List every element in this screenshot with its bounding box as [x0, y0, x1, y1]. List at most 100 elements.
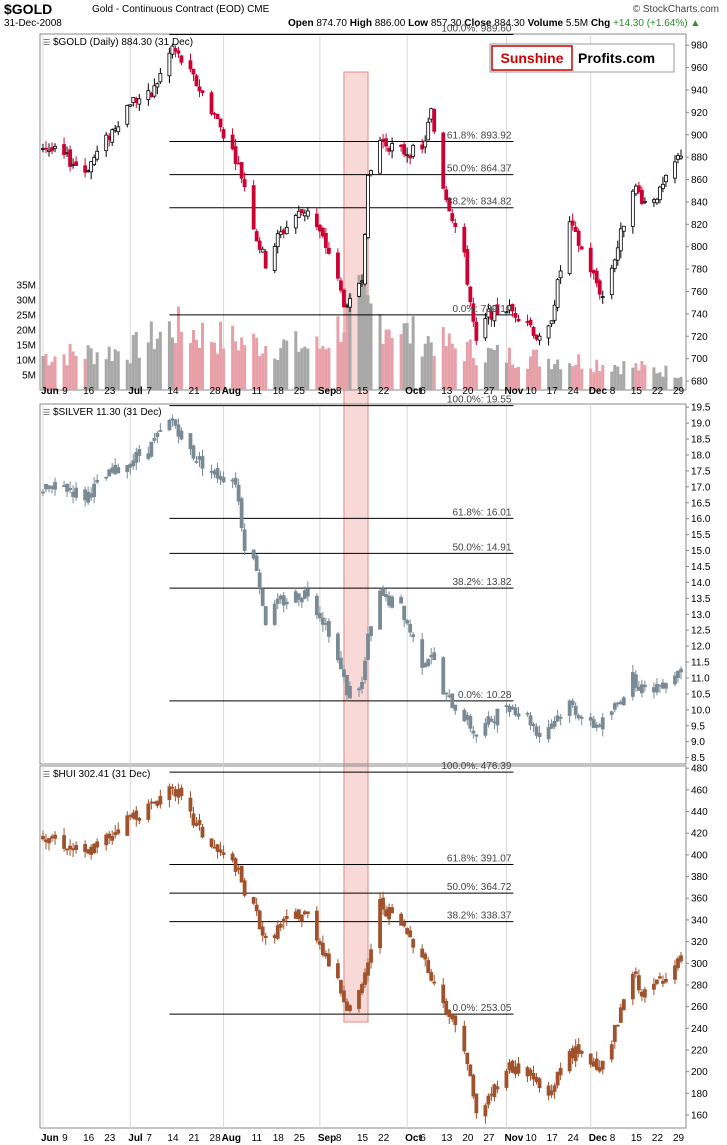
candle-body [191, 445, 196, 459]
background-layer [39, 33, 689, 1129]
legend-icon: ☰ [43, 770, 50, 779]
volume-bar [526, 368, 530, 390]
candle-body [326, 621, 331, 637]
symbol-description: Gold - Continuous Contract (EOD) CME [92, 4, 269, 16]
candle-body [320, 617, 325, 625]
candle-body [384, 594, 388, 598]
candle-body [125, 465, 130, 473]
candle-body [655, 979, 659, 984]
chart-header: $GOLD Gold - Continuous Contract (EOD) C… [0, 0, 727, 34]
volume-bar [86, 345, 90, 390]
y-tick-label: 380 [691, 872, 708, 883]
candle-body [212, 846, 217, 849]
candle-body [381, 138, 385, 142]
y-tick-label: 420 [691, 829, 708, 840]
volume-bar [273, 358, 277, 390]
volume-bar [155, 338, 159, 390]
candle-body [71, 848, 75, 851]
candle-body [86, 170, 91, 173]
volume-bar [507, 347, 511, 390]
candle-body [594, 724, 599, 728]
volume-bar [252, 333, 256, 390]
volume-bar [131, 335, 135, 390]
candle-body [113, 832, 118, 836]
volume-bar [643, 364, 647, 390]
volume-bar [462, 361, 466, 390]
volume-bar [321, 346, 325, 390]
candle-body [408, 155, 413, 159]
candle-body [89, 161, 94, 173]
fib-level-label: 61.8%: 893.92 [447, 131, 512, 142]
volume-bar [125, 359, 129, 390]
candle-body [630, 672, 635, 697]
candle-body [378, 590, 382, 630]
candle-body [323, 953, 328, 957]
volume-bar [303, 346, 307, 390]
y-tick-label: 880 [691, 153, 708, 164]
volume-tick-label: 35M [17, 281, 36, 292]
x-tick-label: 15 [631, 1133, 643, 1144]
volume-bar [348, 294, 352, 390]
candle-body [618, 701, 623, 705]
candle-body [131, 812, 136, 819]
volume-bar [516, 366, 520, 390]
candle-body [194, 822, 199, 826]
candle-body [113, 464, 118, 475]
candle-body [411, 938, 416, 948]
volume-bar [188, 342, 192, 390]
x-tick-label: 15 [357, 386, 369, 397]
candle-body [281, 229, 286, 234]
x-tick-label: Jul [128, 386, 143, 397]
x-tick-label: 28 [210, 386, 222, 397]
candle-body [402, 921, 407, 927]
x-tick-label: 8 [336, 1133, 342, 1144]
panel-frame [39, 403, 687, 765]
y-tick-label: 300 [691, 959, 708, 970]
y-tick-label: 14.5 [691, 562, 711, 573]
candle-body [642, 200, 647, 203]
candle-body [116, 467, 121, 474]
candle-body [664, 174, 668, 183]
candle-body [570, 1048, 575, 1059]
volume-bar [489, 348, 493, 390]
volume-bar [53, 356, 57, 390]
volume-bar [318, 348, 322, 390]
candle-body [230, 479, 235, 482]
candle-body [44, 839, 48, 843]
volume-bar [243, 345, 247, 390]
candle-body [423, 140, 428, 148]
candle-body [555, 1071, 560, 1086]
candle-body [194, 75, 199, 87]
x-tick-label: Aug [222, 386, 241, 397]
candle-body [296, 210, 301, 218]
fib-level-label: 38.2%: 13.82 [452, 577, 511, 588]
candle-body [173, 419, 178, 426]
volume-label: Volume [527, 18, 564, 29]
candle-body [89, 846, 94, 855]
y-tick-label: 280 [691, 980, 708, 991]
candle-body [447, 1009, 452, 1017]
candle-body [305, 210, 310, 217]
candle-body [110, 129, 115, 143]
volume-bar [453, 348, 457, 390]
low-value: 857.30 [430, 18, 462, 29]
candle-body [489, 1093, 494, 1096]
y-tick-label: 11.5 [691, 658, 710, 669]
y-tick-label: 440 [691, 807, 708, 818]
candle-body [242, 179, 247, 188]
volume-bar [387, 329, 391, 390]
candle-body [107, 469, 112, 477]
candle-body [462, 709, 467, 722]
candle-body [609, 1044, 614, 1060]
candle-body [405, 620, 410, 624]
x-tick-label: 8 [336, 386, 342, 397]
candle-body [573, 705, 578, 716]
candle-body [402, 605, 407, 620]
volume-bar [107, 346, 111, 390]
candle-body [281, 918, 286, 923]
candle-body [302, 212, 307, 217]
candle-body [633, 185, 638, 195]
candle-body [486, 716, 491, 725]
x-tick-label: 20 [462, 1133, 474, 1144]
candle-body [167, 52, 172, 77]
